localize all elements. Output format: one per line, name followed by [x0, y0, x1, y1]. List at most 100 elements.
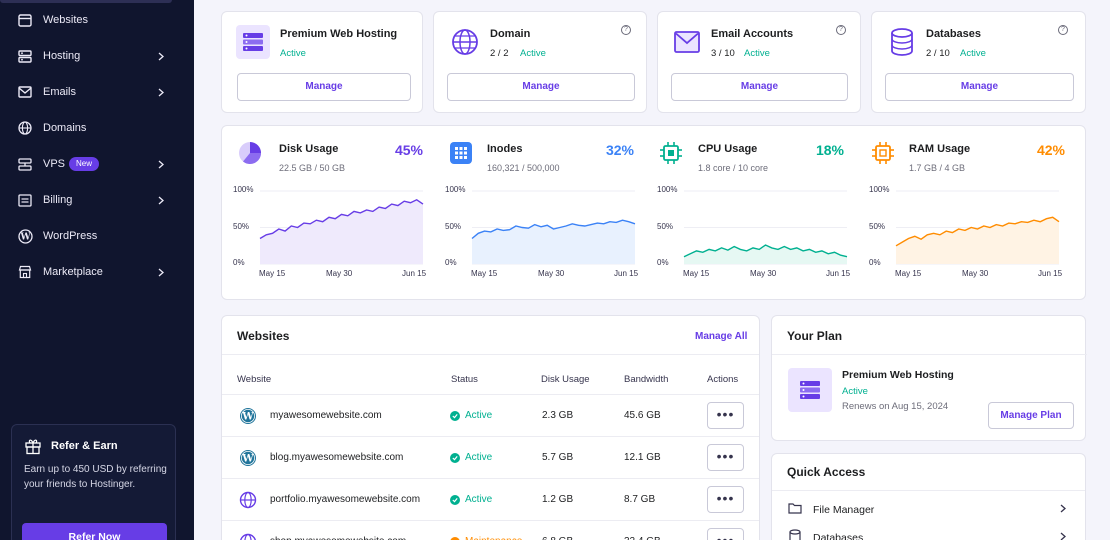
chevron-right-icon [156, 195, 166, 205]
more-actions-button[interactable]: ••• [707, 528, 744, 540]
usage-line-chart [471, 190, 636, 265]
manage-all-link[interactable]: Manage All [695, 331, 748, 342]
quick-access-databases[interactable]: Databases [772, 524, 1085, 540]
service-status: Active [280, 48, 306, 59]
service-count: 2 / 10 [926, 48, 950, 59]
column-header-actions: Actions [707, 374, 739, 385]
y-axis-tick-label: 0% [869, 258, 881, 267]
sidebar-item-billing[interactable]: Billing [0, 187, 194, 213]
x-axis-tick-label: Jun 15 [826, 269, 851, 278]
refer-description: Earn up to 450 USD by referring your fri… [24, 464, 167, 490]
manage-email-button[interactable]: Manage [671, 73, 848, 101]
quick-access-card: Quick Access File Manager Databases [771, 453, 1086, 540]
refer-earn-card: Refer & Earn Earn up to 450 USD by refer… [11, 424, 176, 540]
service-card-email: ? Email Accounts 3 / 10 Active Manage [657, 11, 861, 113]
service-count: 3 / 10 [711, 48, 735, 59]
sidebar-item-wordpress[interactable]: W WordPress [0, 223, 194, 249]
chevron-right-icon [1060, 532, 1066, 540]
sidebar-item-websites[interactable]: Websites [0, 7, 194, 33]
gift-icon [24, 437, 42, 455]
refer-title: Refer & Earn [51, 440, 118, 452]
x-axis-tick-label: May 15 [683, 269, 710, 278]
x-axis-tick-label: May 15 [259, 269, 286, 278]
website-name[interactable]: blog.myawesomewebsite.com [270, 452, 404, 463]
active-indicator [0, 0, 172, 3]
svg-text:W: W [19, 232, 31, 242]
chevron-right-icon [156, 159, 166, 169]
manage-plan-button[interactable]: Manage Plan [988, 402, 1074, 429]
quick-access-file-manager[interactable]: File Manager [772, 496, 1085, 524]
quick-access-label: Databases [813, 532, 864, 540]
more-actions-button[interactable]: ••• [707, 444, 744, 471]
y-axis-tick-label: 100% [445, 185, 466, 194]
memory-icon [871, 141, 895, 165]
usage-line-chart [259, 190, 424, 265]
usage-area [684, 245, 847, 264]
sidebar-item-vps[interactable]: VPS New [0, 151, 194, 177]
grid-icon [449, 141, 473, 165]
quick-access-label: File Manager [813, 504, 875, 516]
x-axis-tick-label: May 30 [326, 269, 353, 278]
manage-domain-button[interactable]: Manage [447, 73, 635, 101]
usage-detail: 160,321 / 500,000 [487, 163, 560, 173]
help-icon[interactable]: ? [836, 25, 846, 35]
website-name[interactable]: shop.myawesomewebsite.com [270, 536, 406, 540]
y-axis-tick-label: 50% [869, 221, 886, 231]
check-circle-icon [450, 452, 460, 463]
x-axis-tick-label: Jun 15 [614, 269, 639, 278]
chevron-right-icon [1060, 504, 1066, 516]
check-circle-icon [450, 410, 460, 421]
usage-title: CPU Usage [698, 143, 758, 155]
status-text: Active [465, 494, 493, 505]
website-name[interactable]: myawesomewebsite.com [270, 410, 382, 421]
server-icon [236, 25, 270, 59]
usage-detail: 22.5 GB / 50 GB [279, 163, 346, 173]
usage-area [896, 217, 1059, 264]
y-axis-tick-label: 0% [233, 258, 245, 267]
x-axis-tick-label: May 30 [538, 269, 565, 278]
sidebar-item-domains[interactable]: Domains [0, 115, 194, 141]
status-text: Maintenance [465, 536, 522, 540]
bandwidth-value: 45.6 GB [624, 410, 661, 421]
website-name[interactable]: portfolio.myawesomewebsite.com [270, 494, 421, 505]
sidebar-item-marketplace[interactable]: Marketplace [0, 259, 194, 285]
globe-icon [239, 491, 257, 509]
manage-databases-button[interactable]: Manage [885, 73, 1074, 101]
sidebar-item-label: WordPress [43, 230, 98, 242]
status-badge: Maintenance [450, 536, 522, 540]
y-axis-tick-label: 100% [657, 185, 678, 194]
column-header-website: Website [237, 374, 272, 385]
new-badge: New [69, 157, 100, 171]
more-actions-button[interactable]: ••• [707, 486, 744, 513]
manage-hosting-button[interactable]: Manage [237, 73, 411, 101]
table-row: portfolio.myawesomewebsite.com Active 1.2 … [222, 478, 759, 520]
sidebar-item-emails[interactable]: Emails [0, 79, 194, 105]
mail-icon [670, 25, 704, 59]
more-actions-button[interactable]: ••• [707, 402, 744, 429]
chevron-right-icon [156, 51, 166, 61]
divider [772, 490, 1085, 491]
pie-chart-icon [238, 141, 262, 165]
x-axis-tick-label: May 15 [895, 269, 922, 278]
vps-icon [17, 156, 33, 172]
chevron-right-icon [156, 87, 166, 97]
server-icon [17, 48, 33, 64]
globe-icon [239, 533, 257, 540]
usage-area [472, 220, 635, 264]
x-axis-tick-label: Jun 15 [1038, 269, 1063, 278]
plan-renewal-date: Renews on Aug 15, 2024 [842, 401, 949, 412]
status-text: Active [465, 452, 493, 463]
usage-overview-card: Disk Usage 22.5 GB / 50 GB 45% Inodes 16… [221, 125, 1086, 300]
sidebar-item-label: Hosting [43, 50, 81, 62]
database-icon [885, 25, 919, 59]
wordpress-icon: W [239, 407, 257, 425]
status-badge: Active [450, 410, 492, 421]
refer-now-button[interactable]: Refer Now [22, 523, 167, 540]
divider [222, 354, 759, 355]
x-axis-tick-label: Jun 15 [402, 269, 427, 278]
sidebar-item-hosting[interactable]: Hosting [0, 43, 194, 69]
help-icon[interactable]: ? [1058, 25, 1068, 35]
quick-access-title: Quick Access [787, 465, 866, 479]
help-icon[interactable]: ? [621, 25, 631, 35]
